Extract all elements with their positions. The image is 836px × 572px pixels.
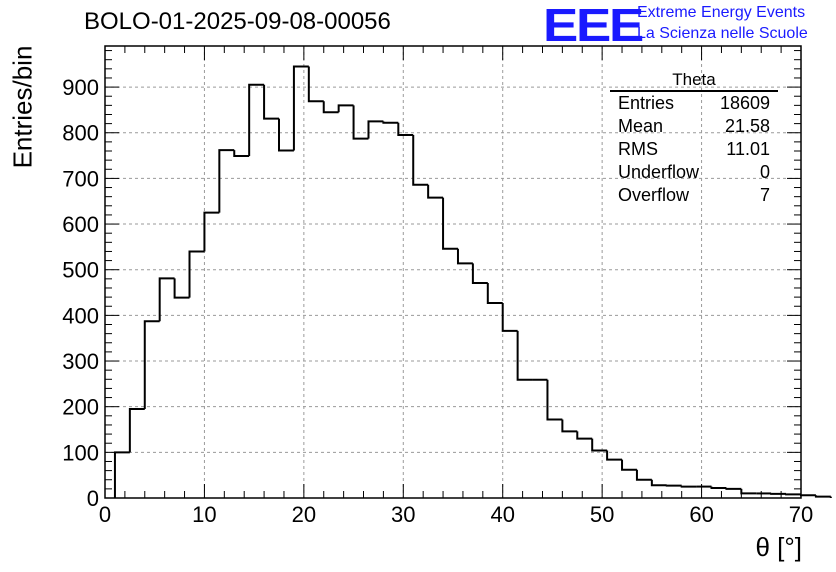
stats-key: Mean: [618, 116, 664, 136]
histogram-bin: [621, 459, 637, 471]
stats-row-overflow: Overflow 7: [618, 184, 770, 207]
plot-frame: [104, 45, 802, 499]
y-tick-label: 500: [62, 258, 99, 283]
y-tick-label: 100: [62, 440, 99, 465]
stats-value: 0: [759, 162, 770, 182]
histogram-bin: [337, 104, 354, 113]
histogram-bin: [412, 135, 429, 186]
histogram-bin: [576, 431, 593, 440]
histogram-bin: [352, 105, 369, 140]
y-tick-label: 0: [87, 486, 99, 511]
histogram-bin: [725, 487, 742, 490]
histogram-bin: [800, 494, 816, 497]
histogram-bin: [113, 451, 130, 498]
histogram-bin: [263, 84, 279, 120]
chart-title: BOLO-01-2025-09-08-00056: [84, 8, 391, 35]
histogram-bin: [591, 438, 608, 452]
tick-labels: 0 10 20 30 40 50 60 700100200300400500600700800…: [62, 75, 813, 527]
x-tick-label: 0: [99, 502, 111, 527]
logo-line-2: La Scienza nelle Scuole: [637, 25, 808, 42]
y-tick-label: 700: [62, 166, 99, 191]
histogram-bin: [442, 197, 458, 250]
y-axis-label-box: Entries/bin: [8, 32, 38, 182]
histogram-bin: [367, 120, 384, 139]
x-tick-label: 30: [391, 502, 415, 527]
stats-row-mean: Mean 21.58: [618, 115, 770, 138]
histogram-bin: [650, 479, 667, 487]
y-tick-label: 200: [62, 395, 99, 420]
x-tick-label: 70: [789, 502, 813, 527]
histogram-bin: [173, 278, 190, 299]
histogram-bin: [322, 101, 339, 114]
histogram-bin: [188, 250, 205, 298]
histogram-bin: [158, 277, 175, 322]
stats-value: 21.58: [724, 116, 770, 136]
x-tick-label: 50: [590, 502, 614, 527]
histogram-bin: [471, 263, 488, 284]
histogram-bin: [382, 121, 399, 124]
histogram-bin: [635, 469, 652, 481]
stats-value: 7: [759, 185, 770, 205]
histogram-bin: [248, 83, 265, 157]
grid-lines: [105, 46, 801, 498]
y-tick-label: 900: [62, 75, 99, 100]
histogram-bin: [546, 379, 563, 421]
histogram-bin: [516, 330, 533, 381]
y-tick-label: 600: [62, 212, 99, 237]
axes: [104, 45, 802, 499]
histogram-bin: [427, 184, 444, 199]
stats-key: Underflow: [618, 162, 700, 182]
histogram-bin: [233, 150, 250, 158]
histogram-bin: [397, 122, 414, 137]
stats-row-rms: RMS 11.01: [618, 138, 770, 161]
x-tick-label: 20: [292, 502, 316, 527]
stats-title: Theta: [610, 70, 778, 92]
histogram-bin: [307, 66, 324, 103]
histogram-bin: [680, 485, 697, 488]
histogram-bin: [203, 211, 220, 252]
stats-key: RMS: [618, 139, 658, 159]
histogram-bin: [561, 419, 578, 433]
histogram-bin: [292, 65, 309, 151]
x-tick-label: 10: [192, 502, 216, 527]
histogram-bin: [456, 248, 473, 265]
histogram-bin: [143, 320, 160, 409]
logo-line-1: Extreme Energy Events: [637, 4, 806, 21]
stats-row-underflow: Underflow 0: [618, 161, 770, 184]
y-axis-label: Entries/bin: [7, 45, 38, 169]
y-tick-label: 300: [62, 349, 99, 374]
stats-value: 18609: [719, 93, 770, 113]
stats-key: Entries: [618, 93, 675, 113]
x-tick-label: 60: [689, 502, 713, 527]
histogram-bin: [278, 118, 294, 152]
histogram-series: [113, 65, 832, 498]
histogram-bin: [710, 486, 727, 489]
x-axis-label: θ [°]: [755, 532, 802, 562]
histogram-bin: [218, 149, 235, 213]
histogram-bin: [128, 407, 145, 453]
x-tick-label: 40: [490, 502, 514, 527]
histogram-bin: [501, 303, 518, 332]
stats-row-entries: Entries 18609: [618, 92, 770, 115]
histogram-bin: [486, 282, 503, 305]
histogram-bin: [814, 495, 831, 498]
eee-logo-mark: EEE: [543, 0, 644, 51]
stats-key: Overflow: [618, 185, 690, 205]
y-tick-label: 400: [62, 303, 99, 328]
histogram-bin: [740, 488, 757, 495]
y-tick-label: 800: [62, 121, 99, 146]
stats-value: 11.01: [726, 139, 770, 159]
histogram-bin: [606, 450, 623, 461]
